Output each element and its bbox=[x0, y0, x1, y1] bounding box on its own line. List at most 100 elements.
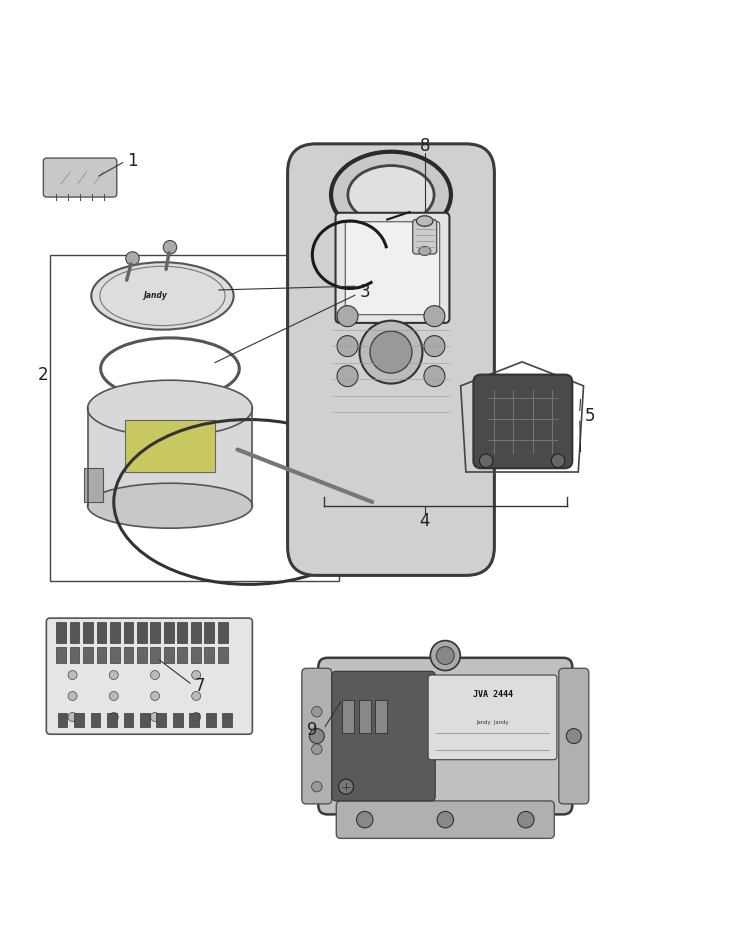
Bar bbox=[359, 700, 371, 733]
Text: 5: 5 bbox=[584, 407, 595, 425]
Ellipse shape bbox=[419, 246, 431, 256]
Circle shape bbox=[337, 365, 358, 387]
Text: 8: 8 bbox=[420, 137, 430, 155]
Circle shape bbox=[150, 692, 159, 700]
FancyBboxPatch shape bbox=[47, 618, 253, 734]
Circle shape bbox=[68, 692, 77, 700]
Bar bbox=[123, 622, 133, 643]
Circle shape bbox=[338, 779, 353, 794]
Ellipse shape bbox=[87, 483, 253, 529]
Circle shape bbox=[424, 365, 445, 387]
Bar bbox=[56, 622, 66, 643]
Bar bbox=[191, 622, 201, 643]
FancyBboxPatch shape bbox=[287, 143, 494, 576]
Bar bbox=[375, 700, 387, 733]
Bar bbox=[150, 622, 160, 643]
FancyBboxPatch shape bbox=[413, 220, 437, 254]
Text: 9: 9 bbox=[307, 721, 317, 739]
FancyBboxPatch shape bbox=[559, 668, 589, 804]
Text: 4: 4 bbox=[420, 512, 430, 530]
Bar bbox=[206, 713, 216, 728]
FancyBboxPatch shape bbox=[428, 675, 557, 760]
Bar bbox=[83, 647, 92, 663]
Bar bbox=[58, 713, 68, 728]
Circle shape bbox=[424, 336, 445, 357]
Bar bbox=[137, 622, 147, 643]
Bar bbox=[191, 647, 201, 663]
FancyBboxPatch shape bbox=[302, 668, 332, 804]
Circle shape bbox=[150, 713, 159, 721]
Bar bbox=[125, 419, 215, 472]
Bar bbox=[74, 713, 83, 728]
FancyBboxPatch shape bbox=[335, 212, 450, 323]
Circle shape bbox=[311, 706, 322, 717]
FancyBboxPatch shape bbox=[332, 671, 435, 801]
Circle shape bbox=[551, 454, 565, 467]
Text: 2: 2 bbox=[38, 365, 48, 383]
Bar bbox=[164, 647, 174, 663]
Bar bbox=[107, 713, 117, 728]
Circle shape bbox=[309, 729, 324, 744]
Bar bbox=[205, 647, 214, 663]
Circle shape bbox=[192, 713, 201, 721]
Bar bbox=[96, 647, 106, 663]
Bar bbox=[177, 622, 187, 643]
Bar bbox=[123, 713, 133, 728]
Bar bbox=[164, 622, 174, 643]
Circle shape bbox=[163, 241, 177, 254]
Bar bbox=[218, 647, 228, 663]
Bar bbox=[110, 647, 120, 663]
Circle shape bbox=[517, 812, 534, 828]
Ellipse shape bbox=[91, 262, 234, 329]
FancyBboxPatch shape bbox=[44, 158, 117, 197]
Text: 3: 3 bbox=[359, 283, 370, 301]
Circle shape bbox=[479, 454, 493, 467]
Circle shape bbox=[337, 306, 358, 327]
Circle shape bbox=[311, 782, 322, 792]
FancyBboxPatch shape bbox=[474, 375, 572, 468]
Text: Jandy  Jandy: Jandy Jandy bbox=[476, 719, 509, 725]
Ellipse shape bbox=[87, 380, 253, 436]
Circle shape bbox=[356, 812, 373, 828]
Circle shape bbox=[311, 744, 322, 754]
Bar bbox=[83, 468, 102, 502]
Circle shape bbox=[109, 713, 118, 721]
Circle shape bbox=[437, 812, 453, 828]
Bar bbox=[50, 255, 338, 581]
Circle shape bbox=[150, 670, 159, 680]
Circle shape bbox=[68, 713, 77, 721]
Text: 7: 7 bbox=[195, 677, 205, 695]
Bar bbox=[137, 647, 147, 663]
Circle shape bbox=[424, 306, 445, 327]
Bar bbox=[123, 647, 133, 663]
Circle shape bbox=[192, 692, 201, 700]
Circle shape bbox=[109, 670, 118, 680]
Bar bbox=[342, 700, 354, 733]
Text: Jandy: Jandy bbox=[143, 292, 167, 300]
Circle shape bbox=[337, 336, 358, 357]
Bar bbox=[173, 713, 183, 728]
Circle shape bbox=[126, 252, 139, 265]
Bar bbox=[156, 713, 166, 728]
Bar bbox=[190, 713, 199, 728]
FancyBboxPatch shape bbox=[345, 222, 440, 314]
Bar bbox=[87, 409, 253, 506]
Bar bbox=[177, 647, 187, 663]
Bar bbox=[150, 647, 160, 663]
Bar bbox=[96, 622, 106, 643]
Circle shape bbox=[68, 670, 77, 680]
Bar bbox=[205, 622, 214, 643]
Bar bbox=[70, 622, 79, 643]
Ellipse shape bbox=[331, 152, 451, 238]
Circle shape bbox=[436, 647, 454, 665]
Circle shape bbox=[359, 321, 423, 383]
Circle shape bbox=[430, 641, 460, 670]
FancyBboxPatch shape bbox=[318, 658, 572, 815]
Circle shape bbox=[370, 331, 412, 373]
FancyBboxPatch shape bbox=[336, 801, 554, 838]
Bar bbox=[83, 622, 92, 643]
Ellipse shape bbox=[348, 165, 434, 224]
Text: JVA 2444: JVA 2444 bbox=[472, 690, 513, 699]
Ellipse shape bbox=[417, 216, 433, 227]
Circle shape bbox=[192, 670, 201, 680]
